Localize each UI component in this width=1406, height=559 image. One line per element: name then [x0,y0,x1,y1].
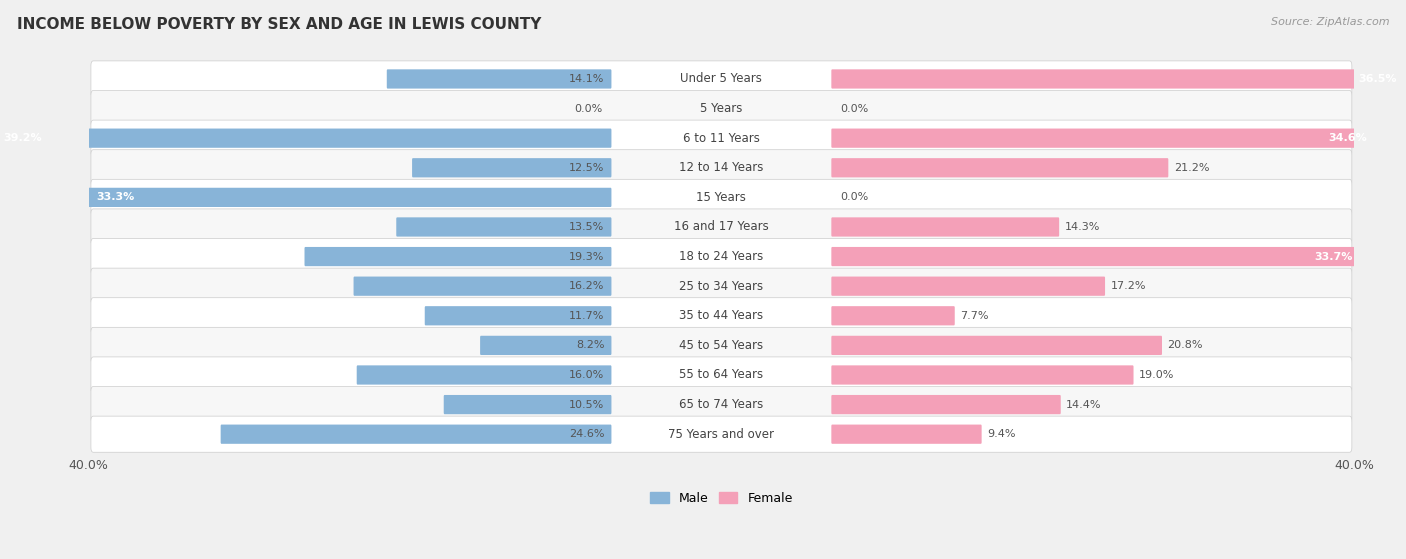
Text: INCOME BELOW POVERTY BY SEX AND AGE IN LEWIS COUNTY: INCOME BELOW POVERTY BY SEX AND AGE IN L… [17,17,541,32]
Text: 36.5%: 36.5% [1358,74,1398,84]
Text: 15 Years: 15 Years [696,191,747,204]
Text: 19.3%: 19.3% [569,252,605,262]
Text: 16.2%: 16.2% [569,281,605,291]
FancyBboxPatch shape [91,120,1351,156]
FancyBboxPatch shape [831,217,1059,236]
Text: 13.5%: 13.5% [569,222,605,232]
Text: 20.8%: 20.8% [1167,340,1204,350]
Text: 8.2%: 8.2% [576,340,605,350]
Text: 75 Years and over: 75 Years and over [668,428,775,440]
Text: 18 to 24 Years: 18 to 24 Years [679,250,763,263]
FancyBboxPatch shape [412,158,612,177]
Text: 6 to 11 Years: 6 to 11 Years [683,132,759,145]
Text: 33.3%: 33.3% [97,192,135,202]
FancyBboxPatch shape [444,395,612,414]
FancyBboxPatch shape [91,61,1351,97]
FancyBboxPatch shape [91,328,1351,363]
FancyBboxPatch shape [831,336,1161,355]
FancyBboxPatch shape [831,129,1381,148]
Text: Source: ZipAtlas.com: Source: ZipAtlas.com [1271,17,1389,27]
Text: 12 to 14 Years: 12 to 14 Years [679,161,763,174]
Text: 25 to 34 Years: 25 to 34 Years [679,280,763,293]
FancyBboxPatch shape [91,357,1351,393]
FancyBboxPatch shape [831,247,1367,266]
FancyBboxPatch shape [91,179,1351,215]
FancyBboxPatch shape [831,366,1133,385]
FancyBboxPatch shape [831,306,955,325]
FancyBboxPatch shape [91,150,1351,186]
Text: 12.5%: 12.5% [569,163,605,173]
Text: 34.6%: 34.6% [1329,133,1367,143]
FancyBboxPatch shape [357,366,612,385]
Text: 35 to 44 Years: 35 to 44 Years [679,309,763,323]
Text: 16 and 17 Years: 16 and 17 Years [673,220,769,234]
FancyBboxPatch shape [831,395,1060,414]
Text: 33.7%: 33.7% [1315,252,1353,262]
FancyBboxPatch shape [91,268,1351,304]
Text: 19.0%: 19.0% [1139,370,1174,380]
Text: 24.6%: 24.6% [569,429,605,439]
Text: 9.4%: 9.4% [987,429,1015,439]
FancyBboxPatch shape [831,158,1168,177]
FancyBboxPatch shape [831,277,1105,296]
Text: Under 5 Years: Under 5 Years [681,73,762,86]
Text: 0.0%: 0.0% [839,192,869,202]
FancyBboxPatch shape [83,188,612,207]
FancyBboxPatch shape [831,69,1406,88]
Text: 55 to 64 Years: 55 to 64 Years [679,368,763,381]
FancyBboxPatch shape [91,91,1351,127]
FancyBboxPatch shape [396,217,612,236]
Legend: Male, Female: Male, Female [645,487,797,510]
Text: 7.7%: 7.7% [960,311,988,321]
Text: 14.1%: 14.1% [569,74,605,84]
FancyBboxPatch shape [91,416,1351,452]
FancyBboxPatch shape [479,336,612,355]
Text: 21.2%: 21.2% [1174,163,1209,173]
Text: 10.5%: 10.5% [569,400,605,410]
Text: 0.0%: 0.0% [575,103,603,113]
FancyBboxPatch shape [305,247,612,266]
Text: 14.4%: 14.4% [1066,400,1102,410]
FancyBboxPatch shape [0,129,612,148]
FancyBboxPatch shape [387,69,612,88]
Text: 11.7%: 11.7% [569,311,605,321]
Text: 0.0%: 0.0% [839,103,869,113]
FancyBboxPatch shape [353,277,612,296]
FancyBboxPatch shape [91,386,1351,423]
Text: 17.2%: 17.2% [1111,281,1146,291]
Text: 16.0%: 16.0% [569,370,605,380]
FancyBboxPatch shape [91,239,1351,274]
Text: 45 to 54 Years: 45 to 54 Years [679,339,763,352]
Text: 5 Years: 5 Years [700,102,742,115]
FancyBboxPatch shape [831,425,981,444]
FancyBboxPatch shape [221,425,612,444]
Text: 39.2%: 39.2% [3,133,42,143]
FancyBboxPatch shape [425,306,612,325]
Text: 65 to 74 Years: 65 to 74 Years [679,398,763,411]
FancyBboxPatch shape [91,209,1351,245]
Text: 14.3%: 14.3% [1064,222,1099,232]
FancyBboxPatch shape [91,298,1351,334]
